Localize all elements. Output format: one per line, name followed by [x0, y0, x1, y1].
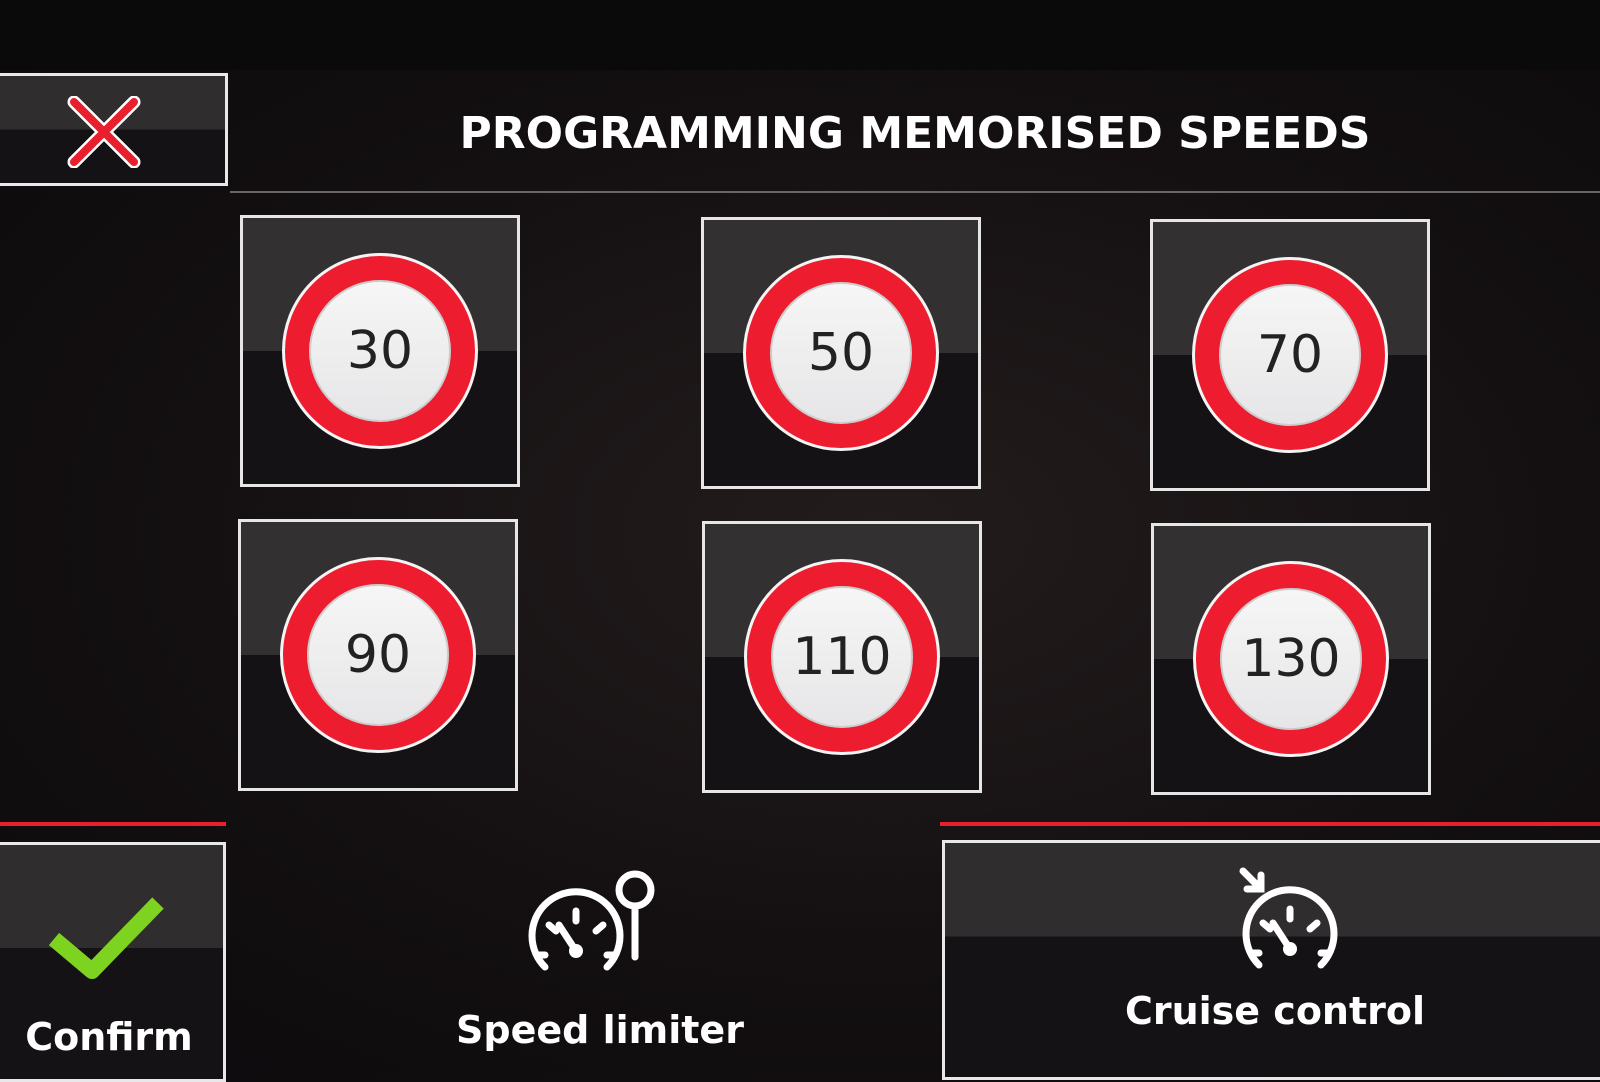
speed-value: 70: [1219, 284, 1361, 426]
speed-preset-90[interactable]: 90: [238, 519, 518, 791]
speed-preset-70[interactable]: 70: [1150, 219, 1430, 491]
cruise-accent-line: [940, 822, 1600, 826]
speed-limiter-button[interactable]: Speed limiter: [420, 850, 780, 1067]
speed-limiter-label: Speed limiter: [456, 1008, 744, 1052]
speed-preset-130[interactable]: 130: [1151, 523, 1431, 795]
speed-sign-icon: 50: [743, 255, 939, 451]
speed-sign-icon: 90: [280, 557, 476, 753]
confirm-button[interactable]: Confirm: [0, 842, 226, 1082]
speed-preset-110[interactable]: 110: [702, 521, 982, 793]
speedometer-limiter-icon: [528, 870, 655, 971]
checkmark-icon: [48, 897, 164, 979]
close-x-icon: [67, 96, 141, 168]
close-button[interactable]: [0, 73, 228, 186]
confirm-accent-line: [0, 822, 226, 826]
speedometer-cruise-icon: [1239, 867, 1338, 969]
speed-value: 110: [771, 586, 913, 728]
speed-sign-icon: 110: [744, 559, 940, 755]
speed-sign-icon: 130: [1193, 561, 1389, 757]
cruise-control-label: Cruise control: [1124, 989, 1426, 1033]
speed-value: 130: [1220, 588, 1362, 730]
speed-sign-icon: 70: [1192, 257, 1388, 453]
speed-preset-30[interactable]: 30: [240, 215, 520, 487]
speed-value: 30: [309, 280, 451, 422]
confirm-label: Confirm: [25, 1015, 193, 1059]
page-title: PROGRAMMING MEMORISED SPEEDS: [459, 108, 1371, 159]
top-band: [0, 0, 1600, 70]
speed-sign-icon: 30: [282, 253, 478, 449]
speed-value: 50: [770, 282, 912, 424]
cruise-control-button[interactable]: Cruise control: [942, 840, 1600, 1080]
header-divider: [230, 191, 1600, 193]
speed-value: 90: [307, 584, 449, 726]
speed-preset-50[interactable]: 50: [701, 217, 981, 489]
